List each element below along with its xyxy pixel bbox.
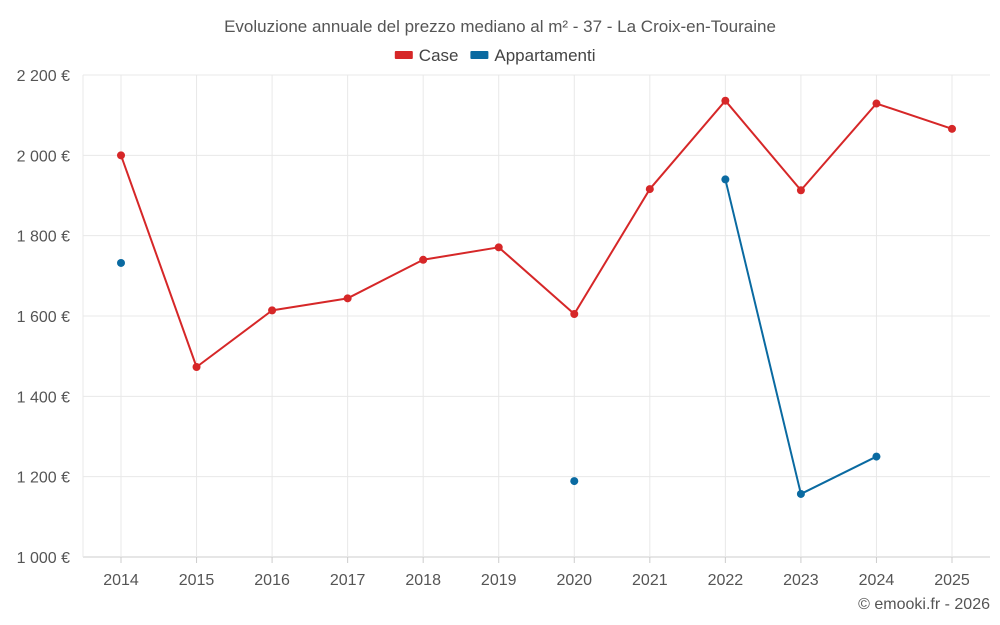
data-point[interactable] bbox=[117, 151, 125, 160]
series-case bbox=[117, 96, 956, 372]
series-line-segment bbox=[346, 258, 425, 300]
series-line-segment bbox=[875, 102, 953, 130]
chart-title: Evoluzione annuale del prezzo mediano al… bbox=[224, 17, 776, 36]
x-tick-label: 2018 bbox=[405, 572, 441, 589]
data-point[interactable] bbox=[721, 175, 730, 184]
data-point[interactable] bbox=[117, 258, 125, 267]
data-point[interactable] bbox=[570, 309, 579, 318]
x-axis: 2014 2015 2016 2017 2018 2019 2020 2021 2022 2023… bbox=[103, 557, 970, 589]
y-tick-label: 1 800 € bbox=[17, 229, 70, 246]
series-layer bbox=[117, 96, 956, 498]
data-point[interactable] bbox=[570, 477, 579, 486]
series-line-segment bbox=[573, 188, 651, 315]
y-tick-label: 1 400 € bbox=[17, 389, 70, 406]
y-tick-label: 1 200 € bbox=[17, 470, 70, 487]
series-line-segment bbox=[724, 99, 802, 192]
series-line-segment bbox=[195, 309, 274, 369]
credit-text: © emooki.fr - 2026 bbox=[858, 596, 990, 613]
x-tick-label: 2022 bbox=[708, 572, 744, 589]
legend-item-appartamenti[interactable]: Appartamenti bbox=[470, 46, 596, 65]
y-tick-label: 2 200 € bbox=[17, 68, 70, 85]
y-axis: 1 000 € 1 200 € 1 400 € 1 600 € 1 800 € 2 000… bbox=[17, 68, 70, 567]
series-line-segment bbox=[724, 178, 802, 495]
data-point[interactable] bbox=[645, 185, 654, 194]
data-point[interactable] bbox=[419, 255, 428, 264]
legend-swatch bbox=[470, 51, 489, 59]
data-point[interactable] bbox=[343, 294, 352, 303]
x-tick-label: 2019 bbox=[481, 572, 517, 589]
x-tick-label: 2023 bbox=[783, 572, 819, 589]
series-line-segment bbox=[648, 99, 727, 191]
legend-label: Case bbox=[419, 46, 459, 65]
y-tick-label: 2 000 € bbox=[17, 148, 70, 165]
x-tick-label: 2016 bbox=[254, 572, 290, 589]
data-point[interactable] bbox=[192, 363, 201, 372]
data-point[interactable] bbox=[721, 96, 730, 105]
series-line-segment bbox=[497, 246, 576, 315]
legend-label: Appartamenti bbox=[494, 46, 595, 65]
data-point[interactable] bbox=[796, 489, 805, 498]
series-appartamenti bbox=[117, 175, 881, 498]
series-line-segment bbox=[799, 455, 878, 495]
data-point[interactable] bbox=[872, 452, 881, 461]
data-point[interactable] bbox=[796, 186, 805, 195]
series-line-segment bbox=[422, 246, 500, 261]
x-tick-label: 2020 bbox=[556, 572, 592, 589]
legend-swatch bbox=[394, 51, 413, 59]
legend-item-case[interactable]: Case bbox=[394, 46, 459, 65]
data-point[interactable] bbox=[872, 99, 881, 108]
legend[interactable]: Case Appartamenti bbox=[394, 46, 596, 65]
x-tick-label: 2015 bbox=[179, 572, 215, 589]
x-tick-label: 2014 bbox=[103, 572, 139, 589]
series-line-segment bbox=[271, 297, 349, 312]
data-point[interactable] bbox=[494, 243, 503, 252]
y-tick-label: 1 600 € bbox=[17, 309, 70, 326]
series-line-segment bbox=[120, 154, 198, 369]
data-point[interactable] bbox=[948, 124, 956, 133]
data-point[interactable] bbox=[268, 306, 277, 315]
x-tick-label: 2017 bbox=[330, 572, 366, 589]
y-tick-label: 1 000 € bbox=[17, 550, 70, 567]
x-tick-label: 2025 bbox=[934, 572, 970, 589]
gridlines bbox=[82, 74, 990, 558]
series-line-segment bbox=[799, 102, 878, 192]
x-tick-label: 2021 bbox=[632, 572, 668, 589]
x-tick-label: 2024 bbox=[859, 572, 895, 589]
